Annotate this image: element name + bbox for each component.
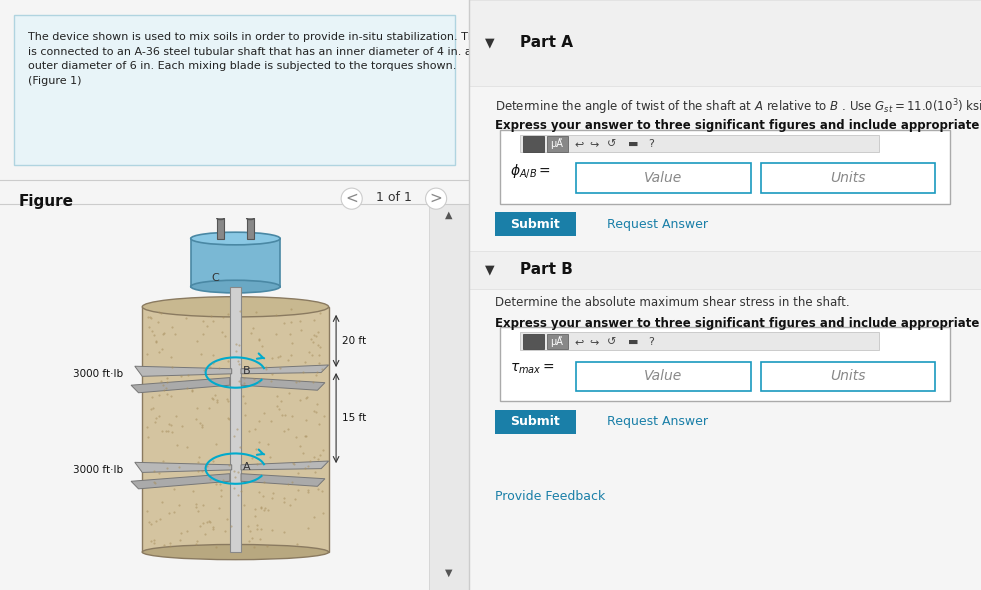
Text: C: C [211, 273, 219, 283]
Text: ▼: ▼ [485, 36, 494, 49]
Text: Provide Feedback: Provide Feedback [494, 490, 604, 503]
Text: 3000 ft·lb: 3000 ft·lb [74, 465, 124, 475]
FancyBboxPatch shape [761, 362, 935, 391]
Text: Request Answer: Request Answer [607, 415, 708, 428]
FancyBboxPatch shape [499, 327, 951, 401]
Text: Determine the absolute maximum shear stress in the shaft.: Determine the absolute maximum shear str… [494, 296, 850, 309]
Text: 20 ft: 20 ft [341, 336, 366, 346]
Polygon shape [131, 474, 230, 489]
Text: Determine the angle of twist of the shaft at $A$ relative to $B$ . Use $G_{st} =: Determine the angle of twist of the shaf… [494, 97, 981, 117]
FancyBboxPatch shape [494, 212, 577, 236]
Polygon shape [241, 378, 325, 390]
Polygon shape [131, 378, 230, 393]
Text: Value: Value [645, 369, 683, 384]
Text: Units: Units [830, 369, 865, 384]
FancyBboxPatch shape [499, 130, 951, 204]
FancyBboxPatch shape [523, 334, 544, 349]
Text: ▼: ▼ [445, 568, 452, 578]
FancyBboxPatch shape [546, 334, 568, 349]
Text: ↺: ↺ [606, 337, 616, 346]
Text: ▬: ▬ [628, 337, 638, 346]
Text: ?: ? [647, 337, 653, 346]
Text: The device shown is used to mix soils in order to provide in-situ stabilization.: The device shown is used to mix soils in… [28, 32, 517, 86]
Text: Units: Units [830, 171, 865, 185]
Ellipse shape [142, 545, 329, 560]
Polygon shape [241, 365, 329, 374]
FancyBboxPatch shape [469, 0, 981, 86]
Text: ▼: ▼ [485, 263, 494, 276]
FancyBboxPatch shape [520, 135, 879, 152]
FancyBboxPatch shape [546, 136, 568, 152]
Text: B: B [243, 366, 250, 376]
Polygon shape [230, 287, 241, 552]
Ellipse shape [142, 297, 329, 317]
Text: Express your answer to three significant figures and include appropriate units.: Express your answer to three significant… [494, 317, 981, 330]
Text: ↺: ↺ [606, 139, 616, 149]
Text: Request Answer: Request Answer [607, 218, 708, 231]
Text: Figure: Figure [19, 194, 74, 208]
Text: ▲: ▲ [445, 209, 452, 219]
Polygon shape [241, 474, 325, 486]
Text: 1 of 1: 1 of 1 [376, 191, 412, 204]
Ellipse shape [190, 280, 281, 293]
Text: >: > [430, 191, 442, 206]
Text: Part B: Part B [520, 262, 573, 277]
Polygon shape [217, 218, 225, 238]
Ellipse shape [217, 217, 225, 219]
Text: Value: Value [645, 171, 683, 185]
Text: $\phi_{A/B} = $: $\phi_{A/B} = $ [510, 162, 551, 180]
Text: ↪: ↪ [590, 337, 599, 346]
Polygon shape [241, 461, 329, 470]
FancyBboxPatch shape [429, 204, 469, 590]
Text: A: A [243, 463, 250, 473]
FancyBboxPatch shape [523, 136, 544, 152]
FancyBboxPatch shape [14, 15, 455, 165]
Polygon shape [142, 307, 329, 552]
FancyBboxPatch shape [577, 362, 750, 391]
FancyBboxPatch shape [520, 332, 879, 350]
FancyBboxPatch shape [469, 251, 981, 289]
Ellipse shape [246, 217, 254, 219]
Polygon shape [190, 238, 281, 287]
Text: 15 ft: 15 ft [341, 413, 366, 423]
Text: ↪: ↪ [590, 139, 599, 149]
FancyBboxPatch shape [494, 410, 577, 434]
Polygon shape [134, 366, 232, 376]
Text: ↩: ↩ [574, 337, 584, 346]
Text: μÃ: μÃ [550, 139, 563, 149]
Polygon shape [134, 463, 232, 473]
Text: ↩: ↩ [574, 139, 584, 149]
Text: Part A: Part A [520, 35, 573, 50]
Ellipse shape [190, 232, 281, 245]
Text: Express your answer to three significant figures and include appropriate units.: Express your answer to three significant… [494, 119, 981, 132]
Text: Submit: Submit [511, 415, 560, 428]
Text: ▬: ▬ [628, 139, 638, 149]
FancyBboxPatch shape [761, 163, 935, 193]
Polygon shape [246, 218, 254, 238]
Text: 3000 ft·lb: 3000 ft·lb [74, 369, 124, 379]
Text: μÃ: μÃ [550, 336, 563, 347]
Text: <: < [345, 191, 358, 206]
FancyBboxPatch shape [577, 163, 750, 193]
Text: $\tau_{max} = $: $\tau_{max} = $ [510, 362, 554, 376]
Text: Submit: Submit [511, 218, 560, 231]
Text: ?: ? [647, 139, 653, 149]
